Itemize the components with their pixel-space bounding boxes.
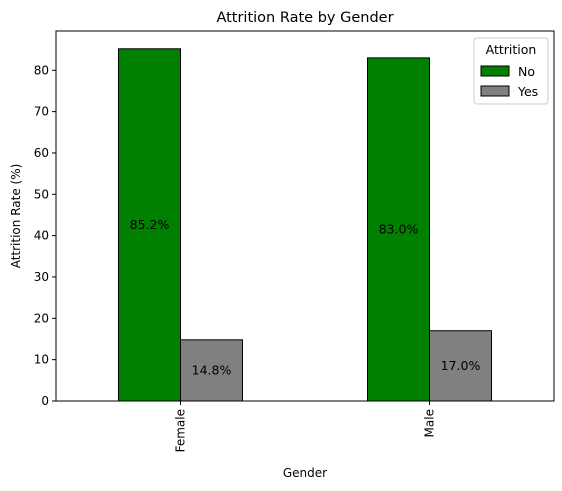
y-axis: 0 10 20 30 40 50 60 70 80 [34,63,56,408]
legend-swatch-no [480,65,510,77]
legend-title: Attrition [486,42,537,57]
x-axis: Female Male [174,401,437,452]
x-tick-label: Female [174,409,188,452]
data-label-male-no: 83.0% [379,221,419,236]
bar-male-no [367,57,430,402]
legend-swatch-yes [480,85,510,97]
y-axis-label: Attrition Rate (%) [9,164,23,269]
data-label-female-yes: 14.8% [192,362,232,377]
bars-group [118,48,492,402]
legend: Attrition No Yes [473,37,549,105]
bar-male-yes [429,330,492,402]
x-tick-label: Male [423,409,437,437]
data-labels-group: 85.2% 14.8% 83.0% 17.0% [130,217,481,378]
chart-title: Attrition Rate by Gender [216,10,393,26]
y-tick-label: 70 [34,105,49,119]
plot-area-frame [55,30,555,402]
bar-female-no [118,48,181,402]
y-tick-label: 80 [34,63,49,77]
x-axis-label: Gender [283,466,327,480]
y-tick-label: 20 [34,311,49,325]
y-tick-label: 40 [34,229,49,243]
y-tick-label: 60 [34,146,49,160]
y-tick-label: 50 [34,187,49,201]
bar-female-yes [180,339,243,402]
legend-label-yes: Yes [517,84,538,99]
y-tick-label: 10 [34,353,49,367]
y-tick-label: 30 [34,270,49,284]
y-tick-label: 0 [41,394,49,408]
data-label-female-no: 85.2% [130,217,170,232]
legend-label-no: No [518,64,535,79]
data-label-male-yes: 17.0% [441,358,481,373]
